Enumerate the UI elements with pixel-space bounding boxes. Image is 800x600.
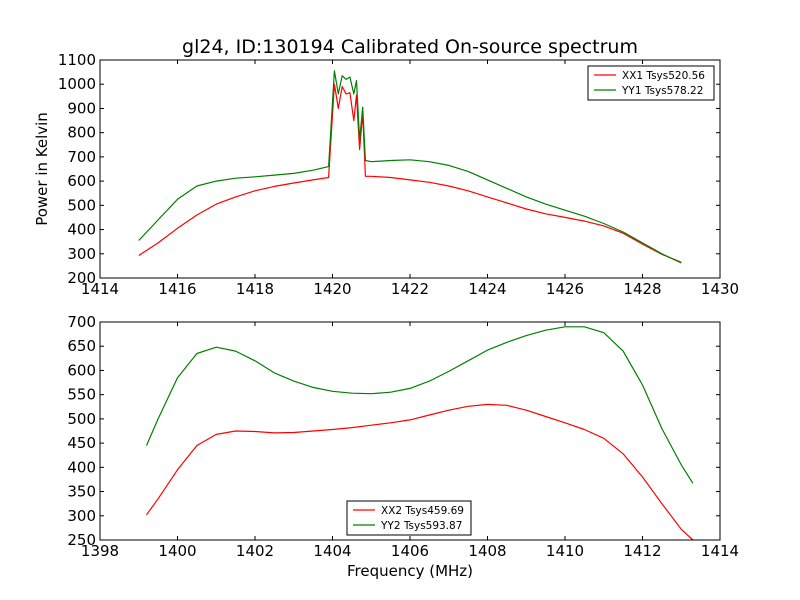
y-tick-label: 600 xyxy=(67,361,96,379)
x-tick-label: 1406 xyxy=(391,542,429,560)
x-tick-label: 1430 xyxy=(701,280,739,298)
top-y-axis-label: Power in Kelvin xyxy=(33,112,51,226)
y-tick-label: 600 xyxy=(67,172,96,190)
x-tick-label: 1404 xyxy=(313,542,351,560)
y-tick-label: 650 xyxy=(67,337,96,355)
y-tick-label: 400 xyxy=(67,221,96,239)
series-line-1 xyxy=(138,83,682,263)
y-tick-label: 350 xyxy=(67,483,96,501)
x-tick-label: 1410 xyxy=(546,542,584,560)
y-tick-label: 900 xyxy=(67,99,96,117)
x-tick-label: 1426 xyxy=(546,280,584,298)
legend-entry: YY2 Tsys593.87 xyxy=(380,520,462,532)
x-tick-label: 1424 xyxy=(468,280,506,298)
y-tick-label: 1100 xyxy=(58,51,96,69)
y-tick-label: 400 xyxy=(67,458,96,476)
x-tick-label: 1414 xyxy=(81,280,119,298)
legend-box xyxy=(587,65,715,101)
x-tick-label: 1408 xyxy=(468,542,506,560)
y-tick-label: 200 xyxy=(67,269,96,287)
x-tick-label: 1416 xyxy=(158,280,196,298)
y-tick-label: 500 xyxy=(67,410,96,428)
legend-entry: XX2 Tsys459.69 xyxy=(381,505,464,517)
series-line-1 xyxy=(146,403,694,541)
x-tick-label: 1420 xyxy=(313,280,351,298)
y-tick-label: 300 xyxy=(67,245,96,263)
x-tick-label: 1428 xyxy=(623,280,661,298)
x-tick-label: 1412 xyxy=(623,542,661,560)
legend-box xyxy=(346,500,472,536)
bottom-x-axis-label: Frequency (MHz) xyxy=(347,562,473,580)
bottom-plot-panel: 1398 1400 1402 1404 1406 1408 1410 1412 1414 250 3… xyxy=(67,313,739,560)
y-tick-label: 700 xyxy=(67,313,96,331)
y-tick-label: 550 xyxy=(67,386,96,404)
x-tick-label: 1422 xyxy=(391,280,429,298)
y-tick-label: 500 xyxy=(67,196,96,214)
legend-entry: YY1 Tsys578.22 xyxy=(621,85,703,97)
x-tick-label: 1400 xyxy=(158,542,196,560)
x-tick-label: 1414 xyxy=(701,542,739,560)
x-tick-label: 1418 xyxy=(236,280,274,298)
series-line-2 xyxy=(145,326,694,484)
y-tick-label: 300 xyxy=(67,507,96,525)
legend-entry: XX1 Tsys520.56 xyxy=(622,70,705,82)
y-tick-label: 700 xyxy=(67,148,96,166)
x-tick-label: 1402 xyxy=(236,542,274,560)
y-tick-label: 250 xyxy=(67,531,96,549)
y-tick-label: 1000 xyxy=(58,75,96,93)
top-plot-panel: 1414 1416 1418 1420 1422 1424 1426 1428 1430 200 3… xyxy=(58,51,739,298)
chart-title: gl24, ID:130194 Calibrated On-source spe… xyxy=(182,36,638,58)
y-tick-label: 450 xyxy=(67,434,96,452)
y-tick-label: 800 xyxy=(67,124,96,142)
series-line-2 xyxy=(138,70,682,264)
x-tick-label: 1398 xyxy=(81,542,119,560)
